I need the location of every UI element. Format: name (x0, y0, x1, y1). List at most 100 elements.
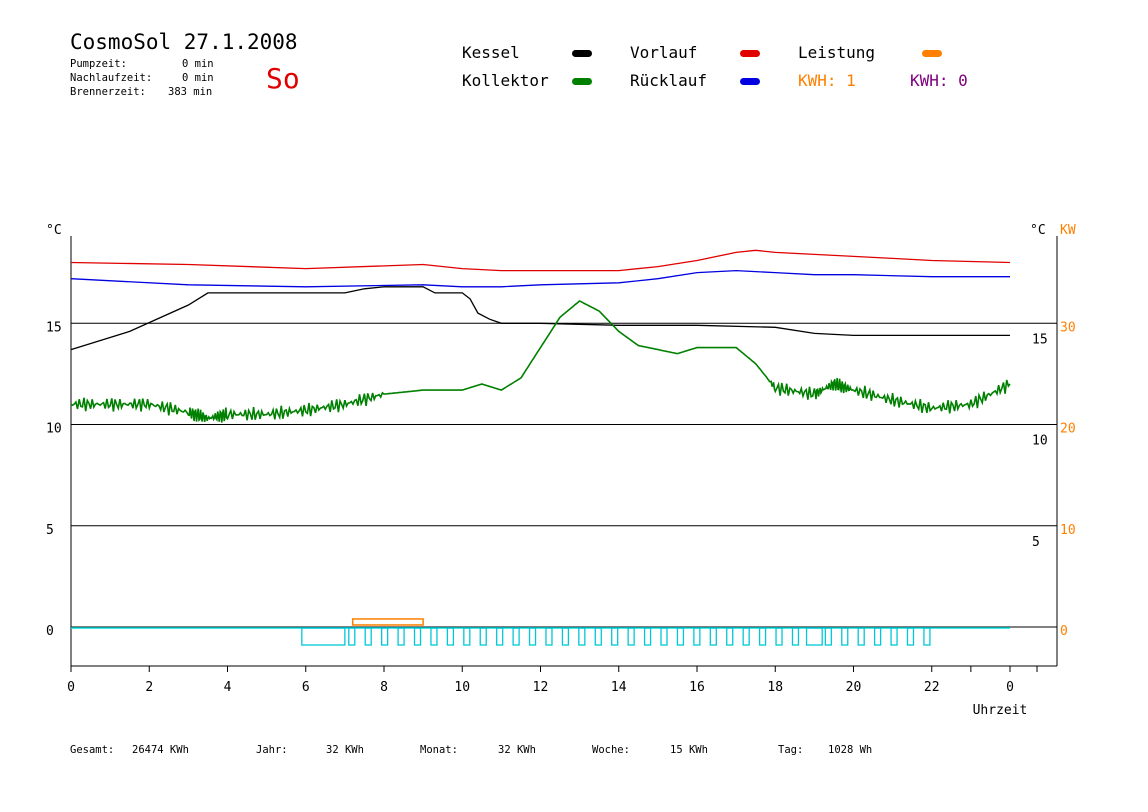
relay-pulse (873, 627, 882, 646)
x-tick-label: 6 (302, 680, 310, 695)
kw-tick-label: 10 (1060, 523, 1076, 538)
gesamt-value: 26474 KWh (132, 744, 189, 756)
legend-vorlauf-swatch (740, 50, 760, 57)
relay-pulse (381, 627, 389, 646)
relay-pulse (578, 627, 586, 646)
woche-label: Woche: (592, 744, 630, 756)
relay-pulse (923, 627, 931, 646)
y-left-tick-label: 15 (46, 320, 62, 335)
x-tick-label: 8 (380, 680, 388, 695)
nachlaufzeit-value: 0 min (182, 72, 214, 84)
kw-tick-label: 30 (1060, 320, 1076, 335)
relay-pulse (545, 627, 553, 646)
kw-tick-label: 0 (1060, 624, 1068, 639)
legend-kessel-swatch (572, 50, 592, 57)
chart-grid (71, 322, 1057, 628)
relay-pulse (742, 627, 750, 646)
relay-pulse (676, 627, 685, 646)
jahr-value: 32 KWh (326, 744, 364, 756)
relay-pulse (841, 627, 849, 646)
relay-pulse (594, 627, 602, 646)
y-left-tick-label: 0 (46, 624, 54, 639)
chart-title: CosmoSol 27.1.2008 (70, 30, 298, 54)
y-right-tick-label: 5 (1032, 535, 1040, 550)
relay-activity-band (71, 627, 1010, 646)
relay-pulse (890, 627, 898, 646)
relay-pulse (512, 627, 520, 646)
relay-pulse (348, 627, 356, 646)
legend-kollektor-swatch (572, 78, 592, 85)
legend-vorlauf: Vorlauf (630, 43, 698, 62)
series-ruecklauf (70, 269, 1010, 288)
monat-label: Monat: (420, 744, 458, 756)
x-tick-label: 0 (1006, 680, 1014, 695)
brennerzeit-value: 383 min (168, 86, 213, 98)
series-kessel (70, 286, 1010, 351)
monat-value: 32 KWh (498, 744, 536, 756)
relay-pulse (660, 627, 668, 646)
relay-pulse (397, 627, 405, 646)
pumpzeit-label: Pumpzeit: (70, 58, 127, 70)
relay-pulse (430, 627, 438, 646)
relay-pulse (726, 627, 734, 646)
chart-labels: 0 2 4 6 8 10 12 14 16 18 20 22 0 Uhrzeit 15 10 5 0 15 10 5 30… (46, 223, 1076, 718)
x-tick-label: 0 (67, 680, 75, 695)
y-left-tick-label: 10 (46, 422, 62, 437)
legend-ruecklauf-swatch (740, 78, 760, 85)
relay-pulse (463, 627, 471, 646)
nachlaufzeit-label: Nachlaufzeit: (70, 72, 153, 84)
legend-kessel: Kessel (462, 43, 520, 62)
legend-kollektor: Kollektor (462, 71, 549, 90)
x-tick-label: 16 (689, 680, 705, 695)
x-tick-label: 10 (454, 680, 470, 695)
x-tick-label: 12 (533, 680, 549, 695)
x-tick-label: 18 (767, 680, 783, 695)
relay-pulse (906, 627, 915, 646)
y-left-tick-label: 5 (46, 523, 54, 538)
relay-pulse (528, 627, 537, 646)
legend-ruecklauf: Rücklauf (630, 71, 708, 90)
chart-series (70, 249, 1011, 626)
y-left-unit-label: °C (46, 223, 62, 238)
relay-pulse (758, 627, 767, 646)
relay-pulse (775, 627, 783, 646)
tag-value: 1028 Wh (828, 744, 873, 756)
relay-pulse (643, 627, 652, 646)
legend-kwh0: KWH: 0 (910, 71, 968, 90)
y-right-tick-label: 10 (1032, 434, 1048, 449)
legend-kwh1: KWH: 1 (798, 71, 856, 90)
legend-leistung-swatch (922, 50, 942, 57)
brennerzeit-label: Brennerzeit: (70, 86, 146, 98)
relay-pulse (446, 627, 455, 646)
series-vorlauf (70, 249, 1011, 272)
y-right-unit-label: °C (1030, 223, 1046, 238)
relay-pulse (824, 627, 832, 646)
relay-pulse (611, 627, 619, 646)
x-tick-label: 2 (145, 680, 153, 695)
relay-pulse (479, 627, 487, 646)
kw-tick-label: 20 (1060, 422, 1076, 437)
x-tick-label: 20 (846, 680, 862, 695)
chart-axes (70, 236, 1058, 672)
legend-leistung: Leistung (798, 43, 876, 62)
relay-pulse (805, 627, 823, 646)
x-tick-label: 22 (924, 680, 940, 695)
relay-pulse (857, 627, 865, 646)
relay-pulse (301, 627, 346, 646)
relay-pulse (627, 627, 635, 646)
relay-pulse (413, 627, 422, 646)
gesamt-label: Gesamt: (70, 744, 115, 756)
relay-pulse (561, 627, 570, 646)
relay-pulse (364, 627, 372, 646)
pumpzeit-value: 0 min (182, 58, 214, 70)
relay-pulse (709, 627, 717, 646)
y-right-tick-label: 15 (1032, 332, 1048, 347)
relay-pulse (791, 627, 800, 646)
weekday-label: So (266, 62, 300, 95)
woche-value: 15 KWh (670, 744, 708, 756)
jahr-label: Jahr: (256, 744, 288, 756)
tag-label: Tag: (778, 744, 804, 756)
kw-unit-label: KW (1060, 223, 1076, 238)
relay-pulse (693, 627, 701, 646)
